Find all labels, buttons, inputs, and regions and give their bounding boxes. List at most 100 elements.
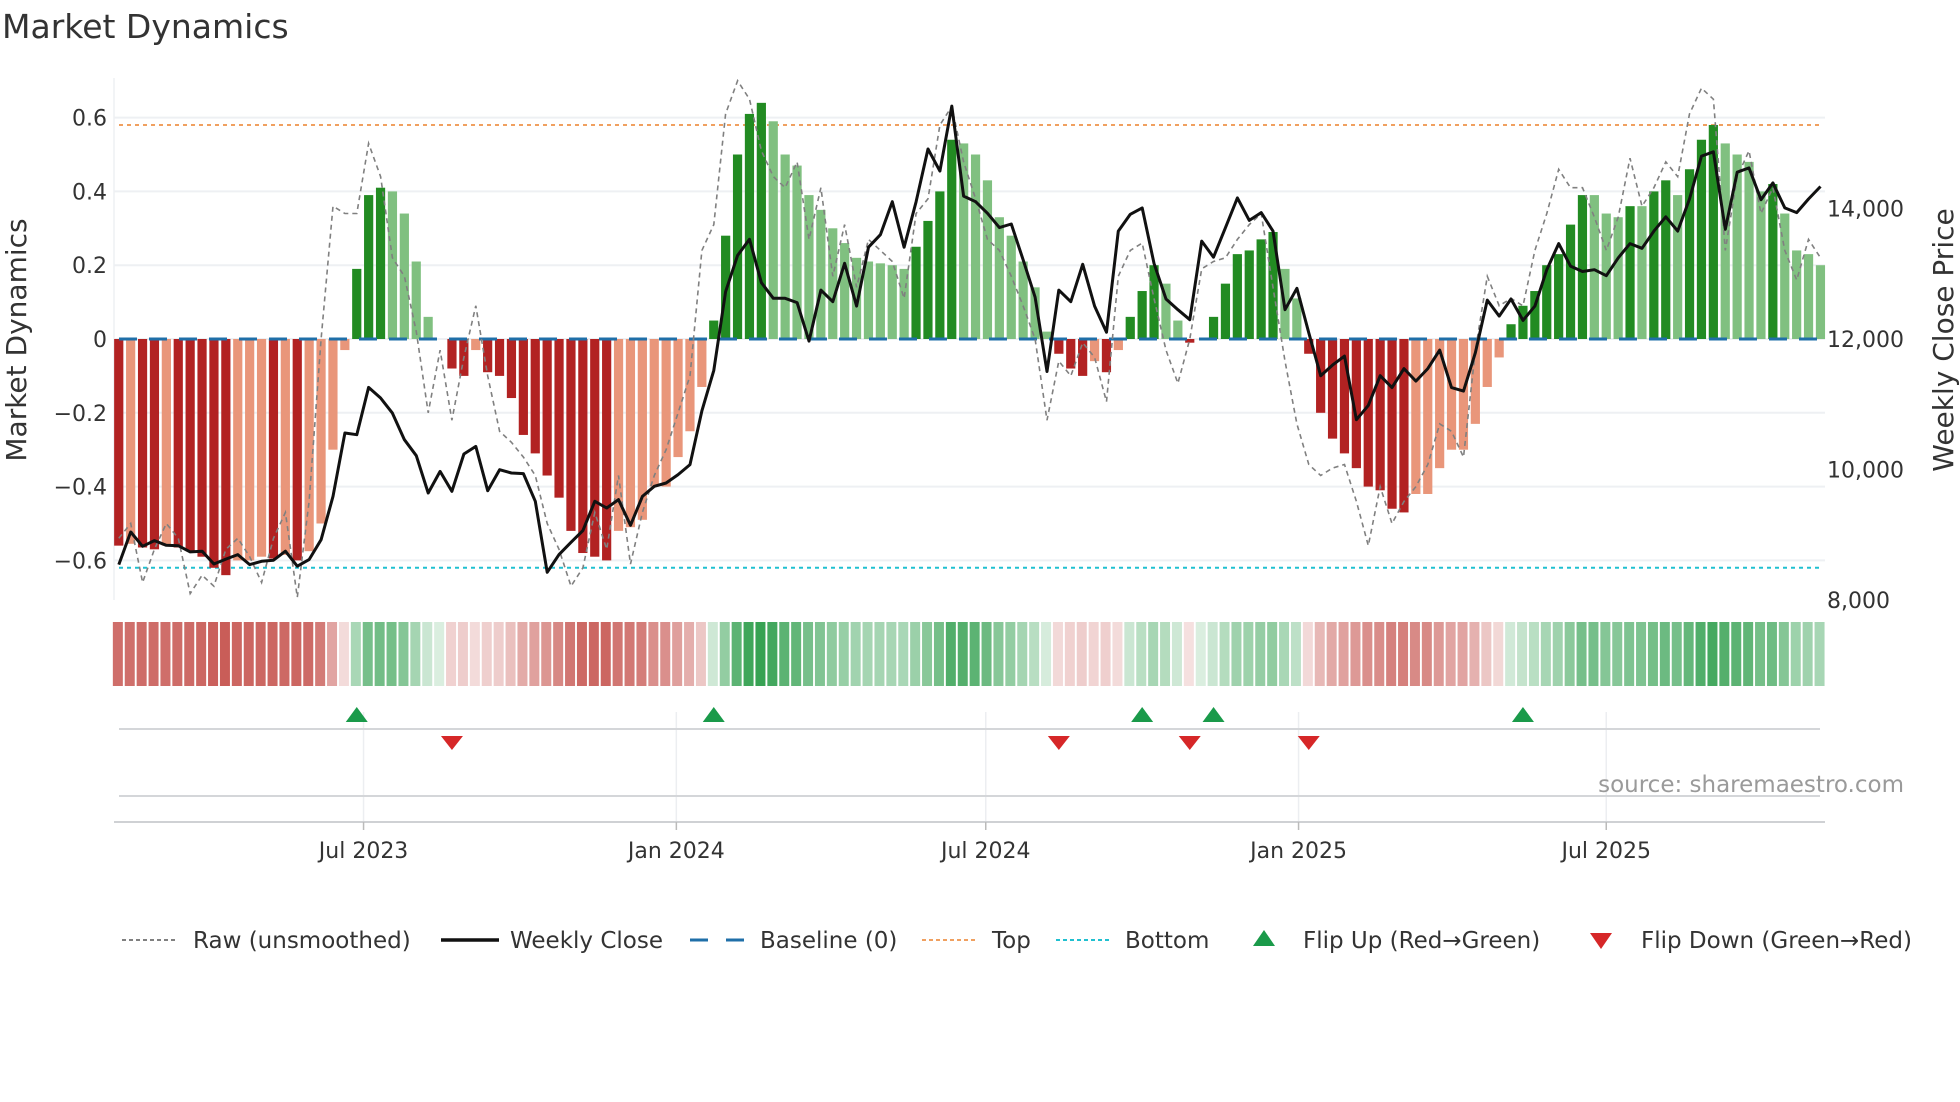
bar-positive [899,268,909,339]
heatmap-cell [386,622,397,686]
y-axis-title: Market Dynamics [0,218,33,461]
bar-positive [994,217,1004,339]
heatmap-cell [660,622,671,686]
heatmap-cell [1100,622,1111,686]
y-tick-label: 0 [93,328,107,353]
heatmap-cell [803,622,814,686]
heatmap-cell [529,622,540,686]
heatmap-cell [933,622,944,686]
bar-positive [1756,191,1766,339]
heatmap-cell [1064,622,1075,686]
bar-negative [1387,339,1397,509]
heatmap-cell [898,622,909,686]
series-lines [117,78,1822,598]
bar-positive [1030,287,1040,339]
bar-positive [923,220,933,339]
heatmap-cell [1719,622,1730,686]
bar-negative [185,339,195,552]
bar-positive [887,265,897,339]
bar-negative [1435,339,1445,469]
bar-negative [137,339,148,548]
heatmap-cell [969,622,980,686]
bar-negative [245,339,255,561]
y-axis-right: 14,000 12,000 10,000 8,000 [1827,197,1904,614]
heatmap-cell [219,622,230,686]
x-tick-label: Jan 2024 [626,839,725,864]
bar-negative [471,339,481,351]
heatmap-cell [1493,622,1504,686]
legend-label: Weekly Close [510,928,663,954]
bar-positive [768,121,778,339]
bar-positive [1042,331,1052,339]
heatmap-cell [684,622,695,686]
heatmap-cell [1231,622,1242,686]
bar-positive [1006,235,1016,339]
heatmap-cell [243,622,254,686]
bar-positive [364,195,374,339]
heatmap-cell [279,622,290,686]
y-tick-label: 0.4 [72,180,107,205]
heatmap-cell [315,622,326,686]
legend-item-top: Top [922,928,1031,954]
bar-positive [756,102,766,339]
heatmap-cell [422,622,433,686]
bar-positive [863,261,874,339]
bar-negative [673,339,683,458]
heatmap-cell [1778,622,1789,686]
bar-positive [1292,298,1302,339]
heatmap-cell [291,622,302,686]
legend-item-baseline: Baseline (0) [690,928,897,954]
heatmap-cell [612,622,623,686]
bar-positive [744,113,755,339]
heatmap-cell [1243,622,1254,686]
bar-positive [982,180,993,339]
heatmap-cell [1374,622,1385,686]
heatmap-cell [1338,622,1349,686]
heatmap-cell [1326,622,1337,686]
bar-negative [126,339,136,544]
heatmap-cell [541,622,552,686]
bar-positive [959,143,969,339]
heatmap-cell [588,622,599,686]
bar-positive [1589,195,1599,339]
bar-positive [709,320,719,339]
legend: Raw (unsmoothed) Weekly Close Baseline (0)… [122,928,1912,954]
bar-positive [352,268,362,339]
bar-negative [173,339,183,548]
bar-positive [1256,239,1266,339]
bar-negative [637,339,647,520]
heatmap-cell [124,622,135,686]
bar-negative [518,339,528,435]
bar-positive [1637,206,1647,339]
bar-positive [1684,169,1695,339]
legend-label: Top [991,928,1031,954]
bar-negative [1089,339,1100,362]
heatmap-cell [1386,622,1397,686]
heatmap-cell [1576,622,1587,686]
heatmap-cell [231,622,242,686]
bar-positive [1565,224,1576,339]
heatmap-cell [1755,622,1766,686]
bar-positive [399,213,409,339]
heatmap-cell [1148,622,1159,686]
bar-positive [1173,320,1183,339]
legend-item-flip_up: Flip Up (Red→Green) [1253,928,1540,954]
heatmap-cell [1124,622,1135,686]
flip-up-marker-icon [702,707,725,722]
heatmap-cell [1540,622,1551,686]
bar-positive [875,263,885,339]
x-tick-label: Jan 2025 [1248,839,1347,864]
y2-tick-label: 10,000 [1827,459,1904,484]
heatmap-cell [1207,622,1218,686]
heatmap-cell [362,622,373,686]
bar-positive [947,139,957,339]
heatmap-cell [505,622,516,686]
bar-negative [1054,339,1064,354]
heatmap-cell [922,622,933,686]
bar-positive [375,187,386,339]
bar-negative [114,339,124,546]
bar-negative [256,339,267,557]
bar-negative [197,339,207,557]
heatmap-cell [1505,622,1516,686]
